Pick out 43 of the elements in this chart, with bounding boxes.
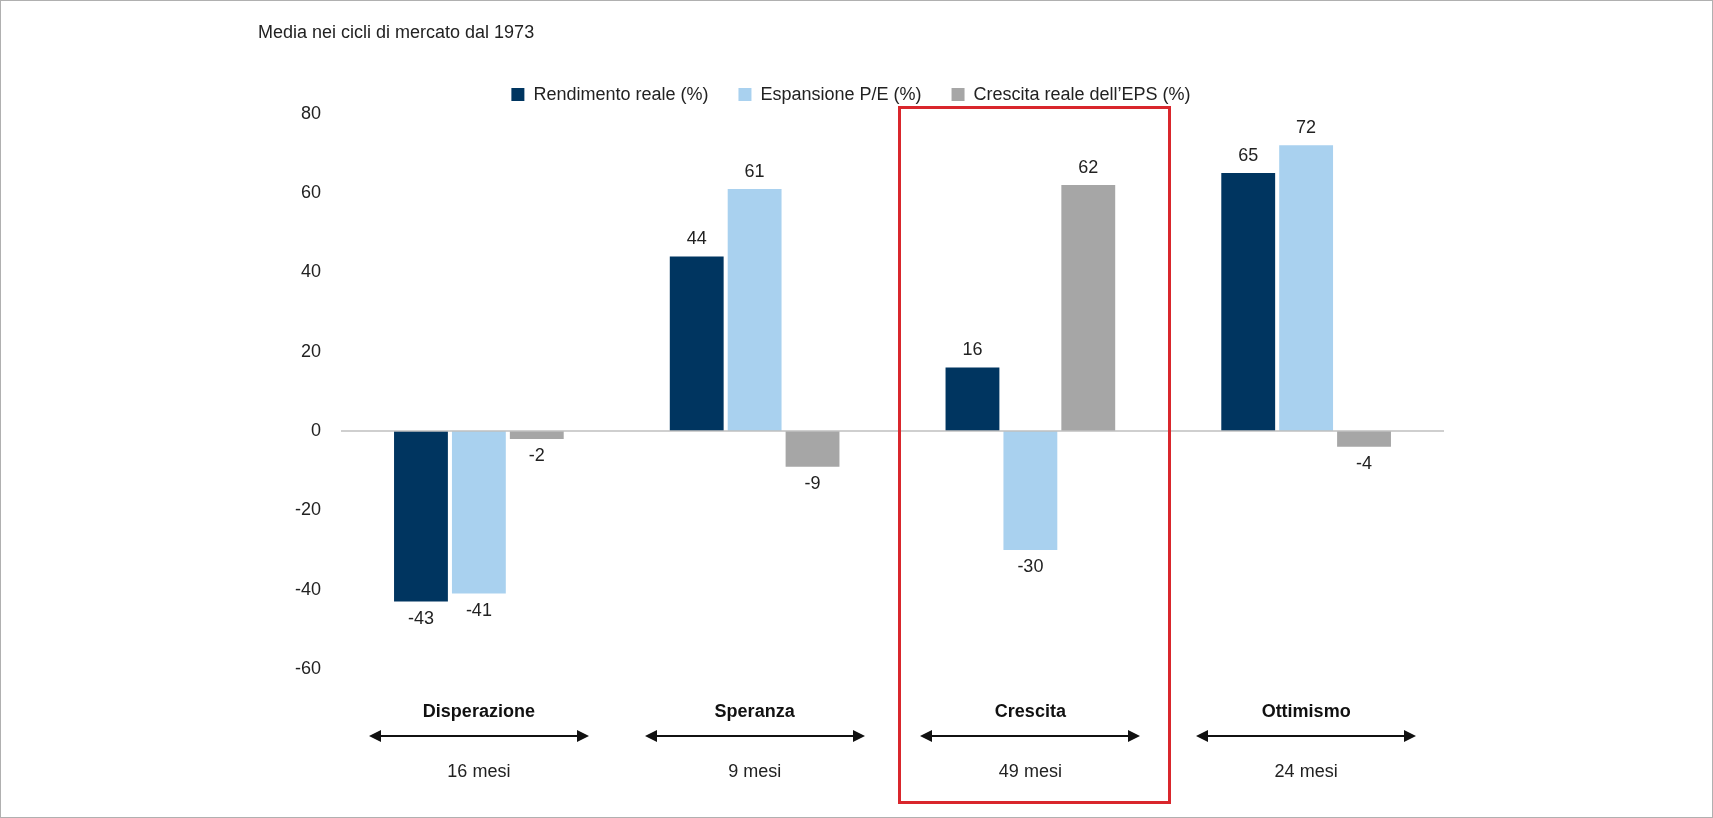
y-tick-label: -60 [294,657,321,678]
y-tick-label: -40 [294,578,321,599]
bar [727,188,782,431]
bar [1003,430,1058,550]
legend-label: Espansione P/E (%) [760,83,922,104]
data-label: -2 [528,444,545,465]
data-label: 65 [1238,145,1259,166]
data-label: -41 [465,599,492,620]
data-label: 61 [744,160,765,181]
bar [394,430,448,602]
bar [1279,145,1334,431]
bar [1061,185,1116,431]
y-tick-label: 60 [300,181,321,202]
data-label: -9 [804,472,821,493]
x-tick-label: Disperazione [422,700,535,721]
y-tick-label: 80 [300,102,321,123]
bar [785,430,840,467]
x-tick-label: Speranza [714,700,796,721]
data-label: -43 [407,607,434,628]
bar [451,430,506,594]
data-label: 72 [1296,117,1317,138]
data-label: 62 [1078,156,1099,177]
y-tick-label: -20 [294,499,321,520]
data-label: -4 [1356,452,1373,473]
text: 16 mesi [447,760,511,781]
legend-label: Crescita reale dell’EPS (%) [973,83,1191,104]
text: 9 mesi [728,760,782,781]
text: 24 mesi [1274,760,1338,781]
data-label: 44 [686,228,707,249]
chart-title: Media nei cicli di mercato dal 1973 [258,21,535,42]
x-tick-label: Ottimismo [1261,700,1351,721]
x-tick-label: Crescita [994,700,1067,721]
legend-label: Rendimento reale (%) [533,83,709,104]
bar [1337,430,1391,447]
data-label: 16 [962,339,983,360]
y-tick-label: 40 [300,261,321,282]
bar [1221,173,1276,431]
data-label: -30 [1017,555,1044,576]
bar [669,256,724,431]
text: 49 mesi [998,760,1062,781]
y-tick-label: 20 [300,340,321,361]
bar [945,367,1000,431]
y-tick-label: 0 [310,419,321,440]
